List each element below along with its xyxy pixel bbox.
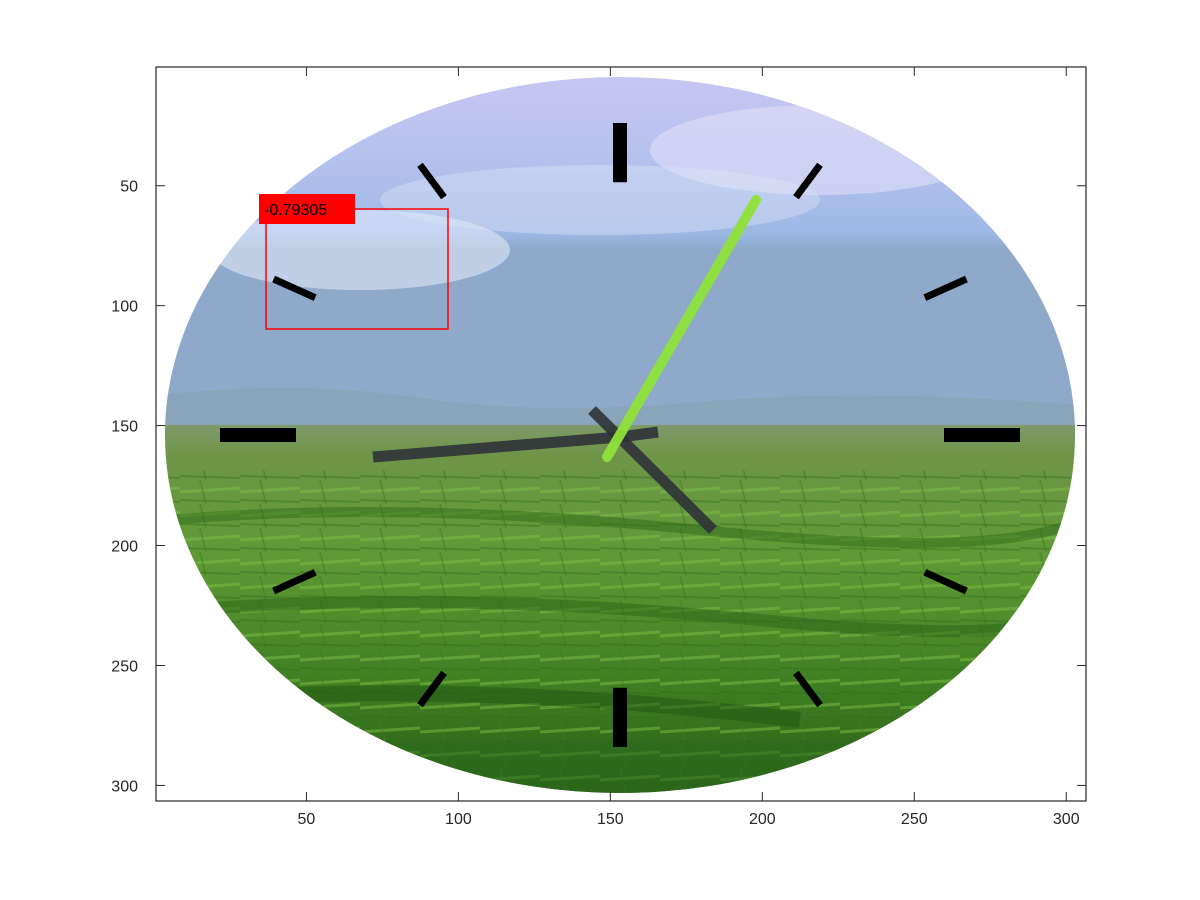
y-tick-label: 100 xyxy=(111,299,138,316)
minute-hand xyxy=(588,406,717,534)
foreground-fields xyxy=(165,740,1075,793)
hedgerow xyxy=(169,507,1075,548)
bounding-box xyxy=(265,208,449,330)
cloud xyxy=(210,210,510,290)
hour-marker xyxy=(793,162,823,200)
hour-hand-tail xyxy=(619,426,659,443)
hour-hand xyxy=(372,431,621,463)
hour-marker xyxy=(272,569,317,595)
hour-marker xyxy=(417,670,447,708)
x-tick-label: 100 xyxy=(445,811,472,828)
x-tick-label: 50 xyxy=(298,811,316,828)
score-label: -0.79305 xyxy=(264,202,327,219)
y-tick-label: 250 xyxy=(111,658,138,675)
x-tick-label: 200 xyxy=(749,811,776,828)
detection-box: -0.79305 xyxy=(259,194,449,330)
y-tick-label: 300 xyxy=(111,778,138,795)
hour-marker xyxy=(272,275,317,301)
y-tick-label: 200 xyxy=(111,539,138,556)
y-tick-label: 50 xyxy=(120,179,138,196)
hour-marker xyxy=(793,670,823,708)
x-tick-label: 250 xyxy=(901,811,928,828)
y-axis: 50 100 150 200 250 300 xyxy=(111,179,1086,795)
score-label-background xyxy=(259,194,355,224)
x-axis: 50 100 150 200 250 300 xyxy=(298,67,1080,828)
hour-marker xyxy=(923,569,968,595)
x-tick-label: 150 xyxy=(597,811,624,828)
hour-marker xyxy=(417,162,447,200)
axes-frame xyxy=(155,66,1087,802)
hour-markers xyxy=(220,123,1020,747)
second-hand xyxy=(602,195,761,462)
y-tick-label: 150 xyxy=(111,419,138,436)
hour-marker xyxy=(923,275,968,301)
clock-photo xyxy=(165,77,1075,793)
x-tick-label: 300 xyxy=(1053,811,1080,828)
cloud xyxy=(380,165,820,235)
